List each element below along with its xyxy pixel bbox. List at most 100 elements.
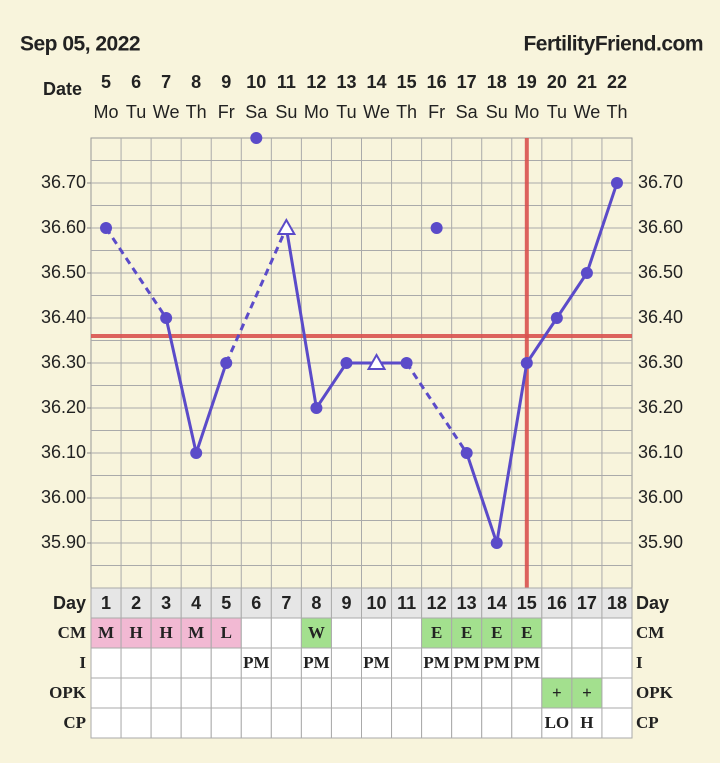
y2-tick-label: 36.20 (638, 397, 683, 417)
weekday: Tu (547, 102, 567, 122)
weekday: Fr (218, 102, 235, 122)
table-cell (421, 707, 453, 739)
cycle-day: 15 (517, 593, 537, 613)
date: 14 (367, 72, 387, 92)
cell-text: PM (363, 653, 389, 672)
y2-tick-label: 35.90 (638, 532, 683, 552)
table-cell (300, 707, 332, 739)
cell-text: W (308, 623, 325, 642)
cell-text: H (129, 623, 142, 642)
table-cell (120, 707, 152, 739)
date: 8 (191, 72, 201, 92)
temp-connector (465, 452, 499, 544)
table-cell (391, 707, 423, 739)
temp-point (580, 267, 593, 279)
cell-text: E (431, 623, 442, 642)
cell-text: H (160, 623, 173, 642)
temp-point (520, 357, 533, 369)
y-tick-label: 36.10 (41, 442, 86, 462)
y-tick-label: 36.60 (41, 217, 86, 237)
row-label-right: I (636, 653, 643, 672)
weekday: Mo (94, 102, 119, 122)
date: 6 (131, 72, 141, 92)
table-cell (391, 617, 423, 649)
date: 5 (101, 72, 111, 92)
cell-text: PM (484, 653, 510, 672)
row-label: CM (58, 623, 86, 642)
table-cell (120, 647, 152, 679)
table-cell (210, 677, 242, 709)
date: 7 (161, 72, 171, 92)
cycle-day: 18 (607, 593, 627, 613)
y2-tick-label: 36.70 (638, 172, 683, 192)
open-temp-point (276, 217, 297, 235)
temp-connector (555, 272, 589, 319)
row-label: I (79, 653, 86, 672)
table-cell (361, 617, 393, 649)
cell-text: PM (453, 653, 479, 672)
table-cell (330, 677, 363, 709)
table-cell (361, 677, 393, 709)
day-cell (481, 587, 513, 619)
date: 16 (427, 72, 447, 92)
table-cell (150, 677, 182, 709)
cycle-day: 3 (161, 593, 171, 613)
table-cell (481, 677, 513, 709)
table-cell (481, 647, 513, 679)
cycle-day: 7 (281, 593, 291, 613)
table-cell (180, 707, 212, 739)
row-label-right: CP (636, 713, 659, 732)
cell-text: E (491, 623, 502, 642)
site-name: FertilityFriend.com (523, 33, 703, 56)
cycle-day: 4 (191, 593, 201, 613)
day-label-right: Day (636, 593, 669, 613)
table-cell (511, 677, 543, 709)
cycle-day: 11 (397, 593, 416, 613)
day-cell (300, 587, 332, 619)
temp-connector (224, 227, 288, 364)
weekday: Th (396, 102, 417, 122)
table-cell (300, 677, 332, 709)
cycle-day: 13 (457, 593, 477, 613)
date: 10 (246, 72, 266, 92)
weekday: Su (486, 102, 508, 122)
temp-point (100, 222, 113, 234)
temp-point (310, 402, 323, 414)
table-cell (180, 647, 212, 679)
y2-tick-label: 36.00 (638, 487, 683, 507)
table-cell (90, 707, 122, 739)
temp-connector (194, 362, 228, 454)
row-label: OPK (49, 683, 87, 702)
cycle-day: 10 (367, 593, 387, 613)
temp-connector (104, 227, 168, 319)
table-cell (421, 647, 453, 679)
table-cell (571, 647, 603, 679)
date: 18 (487, 72, 507, 92)
table-cell (511, 707, 543, 739)
discarded-temp-point (250, 132, 263, 144)
table-cell (601, 677, 633, 709)
table-cell (210, 647, 242, 679)
chart-date: Sep 05, 2022 (20, 33, 140, 56)
weekday: Th (606, 102, 627, 122)
open-temp-point (366, 352, 387, 370)
day-cell (90, 587, 122, 619)
table-cell (541, 647, 573, 679)
temp-point (340, 357, 353, 369)
date: 19 (517, 72, 537, 92)
table-cell (511, 617, 543, 649)
discarded-temp-point (430, 222, 443, 234)
cell-text: + (582, 683, 592, 702)
table-cell (601, 707, 633, 739)
y-tick-label: 36.70 (41, 172, 86, 192)
date: 22 (607, 72, 627, 92)
weekday: Th (186, 102, 207, 122)
table-cell (601, 617, 633, 649)
temp-point (460, 447, 473, 459)
row-label: CP (63, 713, 86, 732)
cycle-day: 14 (487, 593, 507, 613)
date: 11 (277, 72, 296, 92)
table-cell (150, 707, 182, 739)
date-label: Date (43, 79, 82, 99)
table-cell (361, 707, 393, 739)
